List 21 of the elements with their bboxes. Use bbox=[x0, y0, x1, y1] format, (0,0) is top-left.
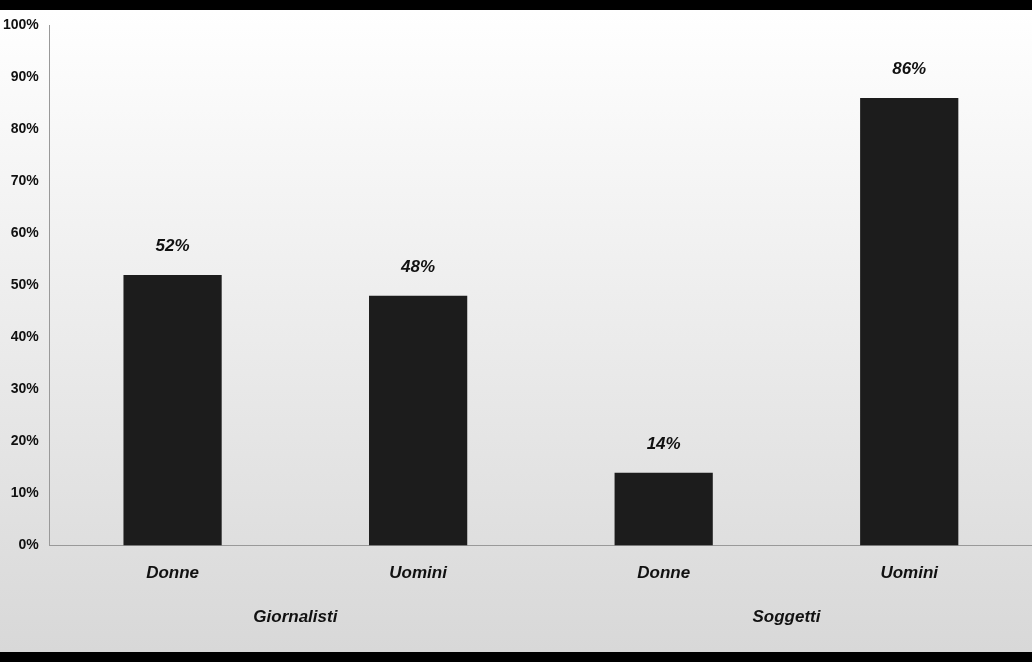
x-tick-label: Uomini bbox=[389, 563, 449, 583]
y-tick-label: 10% bbox=[10, 484, 40, 501]
y-tick-label: 90% bbox=[10, 67, 40, 84]
x-tick-label: Donne bbox=[146, 563, 200, 583]
y-tick-label: 100% bbox=[2, 15, 40, 32]
x-tick-label: Donne bbox=[637, 563, 691, 583]
y-tick-label: 0% bbox=[18, 536, 40, 553]
y-tick-label: 30% bbox=[10, 380, 40, 397]
data-label: 14% bbox=[646, 433, 681, 453]
data-label: 86% bbox=[892, 58, 927, 78]
data-label: 52% bbox=[155, 235, 190, 255]
y-tick-label: 70% bbox=[10, 172, 40, 189]
y-tick-label: 20% bbox=[10, 432, 40, 449]
text: Soggetti bbox=[752, 606, 822, 626]
x-tick-label: Uomini bbox=[880, 563, 940, 583]
y-tick-label: 80% bbox=[10, 119, 40, 136]
y-tick-label: 50% bbox=[10, 276, 40, 293]
y-tick-label: 40% bbox=[10, 328, 40, 345]
y-tick-label: 60% bbox=[10, 224, 40, 241]
text: Giornalisti bbox=[253, 606, 339, 626]
data-label: 48% bbox=[400, 256, 436, 276]
